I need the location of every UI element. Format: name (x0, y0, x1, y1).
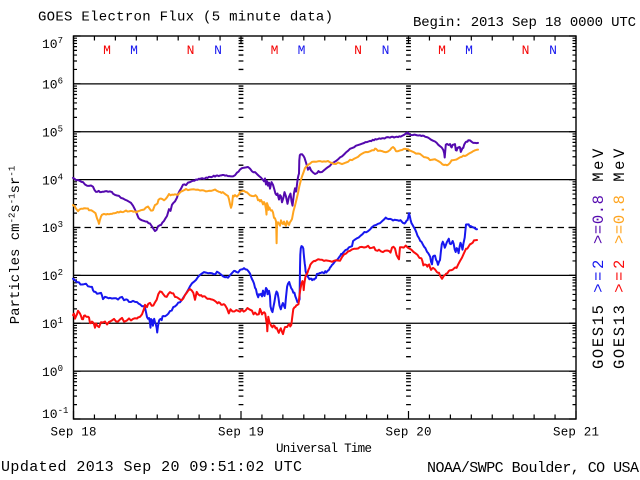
svg-text:M: M (130, 43, 138, 58)
svg-text:Updated 2013 Sep 20 09:51:02 U: Updated 2013 Sep 20 09:51:02 UTC (1, 459, 302, 476)
svg-text:Begin: 2013 Sep 18 0000 UTC: Begin: 2013 Sep 18 0000 UTC (413, 15, 636, 31)
svg-text:Universal Time: Universal Time (276, 442, 372, 456)
svg-text:N: N (549, 43, 557, 58)
svg-text:GOES Electron Flux (5 minute d: GOES Electron Flux (5 minute data) (38, 10, 333, 26)
svg-text:Sep 19: Sep 19 (218, 426, 264, 440)
svg-text:M: M (103, 43, 111, 58)
svg-text:M: M (438, 43, 446, 58)
svg-text:>=2: >=2 (590, 260, 608, 293)
svg-text:N: N (214, 43, 222, 58)
svg-text:N: N (187, 43, 195, 58)
svg-text:N: N (382, 43, 390, 58)
svg-text:>=0.8: >=0.8 (611, 195, 629, 244)
svg-text:>=0.8: >=0.8 (590, 195, 608, 244)
svg-text:M: M (298, 43, 306, 58)
svg-text:M: M (465, 43, 473, 58)
svg-text:M: M (271, 43, 279, 58)
svg-text:MeV: MeV (590, 148, 608, 182)
svg-text:Particles cm-2s-1sr-1: Particles cm-2s-1sr-1 (8, 166, 25, 324)
svg-text:N: N (354, 43, 362, 58)
svg-text:>=2: >=2 (611, 260, 629, 293)
svg-text:Sep 20: Sep 20 (386, 426, 432, 440)
svg-text:NOAA/SWPC Boulder, CO USA: NOAA/SWPC Boulder, CO USA (427, 460, 639, 477)
svg-text:GOES13: GOES13 (611, 305, 629, 369)
svg-text:MeV: MeV (611, 148, 629, 182)
svg-text:Sep 21: Sep 21 (553, 426, 599, 440)
svg-text:GOES15: GOES15 (590, 305, 608, 369)
svg-text:Sep 18: Sep 18 (51, 426, 97, 440)
svg-text:N: N (522, 43, 530, 58)
